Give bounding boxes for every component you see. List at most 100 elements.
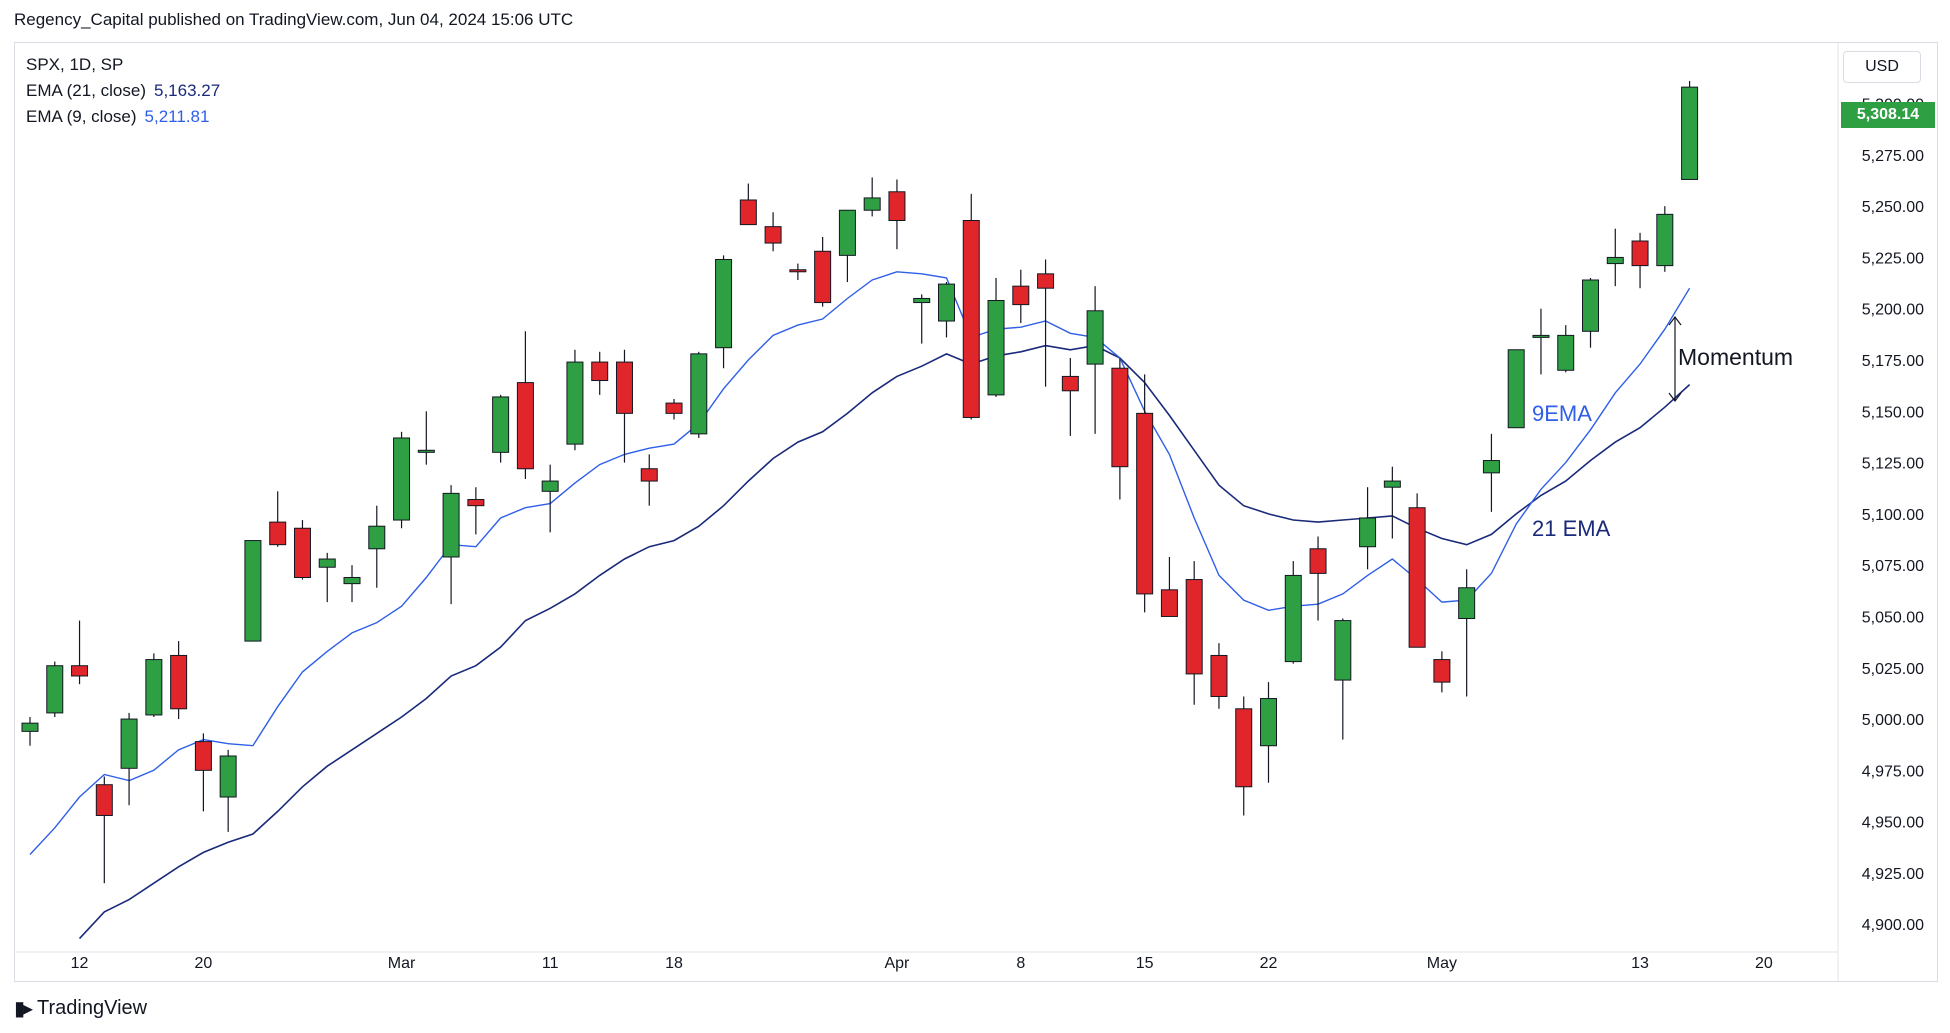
candle[interactable] — [1383, 466, 1401, 539]
price-tick-label: 4,975.00 — [1862, 763, 1924, 780]
candle-body — [120, 718, 138, 769]
candle-body — [368, 525, 386, 550]
candle[interactable] — [888, 179, 906, 250]
candle[interactable] — [219, 749, 237, 832]
candle[interactable] — [1111, 357, 1129, 500]
candle[interactable] — [715, 255, 733, 369]
candle-body — [1037, 273, 1055, 289]
momentum-label: Momentum — [1678, 344, 1793, 370]
candle[interactable] — [1532, 308, 1550, 375]
candle[interactable] — [293, 520, 311, 580]
price-tick-label: 5,025.00 — [1862, 661, 1924, 678]
candle[interactable] — [913, 294, 931, 344]
candle[interactable] — [1061, 357, 1079, 436]
candle[interactable] — [1284, 561, 1302, 664]
candle[interactable] — [516, 331, 534, 480]
candle[interactable] — [690, 351, 708, 438]
candle[interactable] — [566, 349, 584, 451]
candle[interactable] — [467, 487, 485, 535]
candle[interactable] — [1433, 651, 1451, 693]
candle-body — [789, 269, 807, 273]
ema21-legend[interactable]: EMA (21, close) 5,163.27 — [26, 78, 220, 104]
candle[interactable] — [145, 653, 163, 718]
candle[interactable] — [244, 540, 262, 642]
ema9-annotation: 9EMA — [1532, 401, 1592, 426]
candle[interactable] — [194, 733, 212, 812]
candle[interactable] — [1656, 206, 1674, 272]
ema9-line — [29, 271, 1691, 855]
candle[interactable] — [1482, 433, 1500, 512]
candle[interactable] — [863, 177, 881, 217]
candle[interactable] — [1037, 259, 1055, 387]
candle[interactable] — [640, 454, 658, 506]
candle[interactable] — [1185, 561, 1203, 705]
candle-body — [665, 402, 683, 414]
candle[interactable] — [1260, 682, 1277, 783]
candle-body — [1012, 285, 1030, 306]
candle[interactable] — [368, 505, 386, 588]
candle-body — [71, 665, 89, 677]
candle[interactable] — [814, 236, 832, 307]
candle-body — [1359, 517, 1377, 548]
candle[interactable] — [789, 263, 807, 280]
candle[interactable] — [492, 394, 510, 463]
candle[interactable] — [269, 491, 287, 547]
currency-button[interactable]: USD — [1843, 51, 1921, 83]
candle[interactable] — [46, 661, 64, 718]
candle[interactable] — [1210, 643, 1228, 709]
ema21-annotation: 21 EMA — [1532, 516, 1611, 541]
candle-body — [1309, 548, 1327, 574]
candle[interactable] — [442, 485, 460, 605]
candle[interactable] — [1235, 696, 1253, 816]
candle[interactable] — [318, 552, 336, 603]
candle[interactable] — [1458, 569, 1476, 697]
candle-body — [814, 250, 832, 304]
candle[interactable] — [417, 411, 435, 465]
chart-pane[interactable] — [14, 42, 1938, 982]
candle[interactable] — [987, 277, 1005, 397]
candle[interactable] — [1606, 228, 1624, 287]
candle[interactable] — [1681, 80, 1699, 180]
ema9-legend[interactable]: EMA (9, close) 5,211.81 — [26, 104, 220, 130]
candle[interactable] — [21, 717, 39, 746]
candle[interactable] — [95, 776, 113, 884]
candle-body — [1631, 240, 1649, 267]
candle[interactable] — [1136, 374, 1154, 613]
candle[interactable] — [71, 620, 89, 685]
candle[interactable] — [1408, 493, 1426, 648]
candle[interactable] — [764, 212, 782, 252]
candle[interactable] — [1359, 487, 1377, 570]
candle[interactable] — [1086, 286, 1104, 434]
candle[interactable] — [937, 282, 955, 338]
candle[interactable] — [1557, 325, 1575, 373]
candle[interactable] — [120, 712, 138, 806]
candle[interactable] — [591, 351, 609, 395]
candle[interactable] — [1309, 536, 1327, 621]
footer-brand-text: TradingView — [37, 997, 148, 1019]
candle[interactable] — [838, 209, 856, 283]
candle[interactable] — [1012, 269, 1030, 324]
candle[interactable] — [170, 641, 188, 720]
candle[interactable] — [393, 431, 411, 529]
candle-body — [393, 437, 411, 521]
candle[interactable] — [1160, 556, 1178, 617]
price-tick-label: 5,275.00 — [1862, 148, 1924, 165]
candle[interactable] — [1582, 277, 1600, 348]
candle[interactable] — [615, 349, 633, 463]
candle[interactable] — [1334, 618, 1352, 740]
price-tick-label: 5,100.00 — [1862, 507, 1924, 524]
candle[interactable] — [739, 183, 757, 226]
candle-body — [863, 197, 881, 211]
candle[interactable] — [962, 193, 980, 420]
candle-body — [615, 361, 633, 414]
candle[interactable] — [1507, 349, 1525, 429]
candle[interactable] — [665, 398, 683, 420]
candle[interactable] — [1631, 232, 1649, 289]
footer-brand[interactable]: ▮▸ TradingView — [14, 996, 147, 1021]
price-tick-label: 5,225.00 — [1862, 250, 1924, 267]
symbol-info[interactable]: SPX, 1D, SP — [26, 55, 124, 74]
candle[interactable] — [541, 464, 559, 533]
time-tick-label: Apr — [884, 955, 910, 972]
candle[interactable] — [343, 565, 361, 603]
